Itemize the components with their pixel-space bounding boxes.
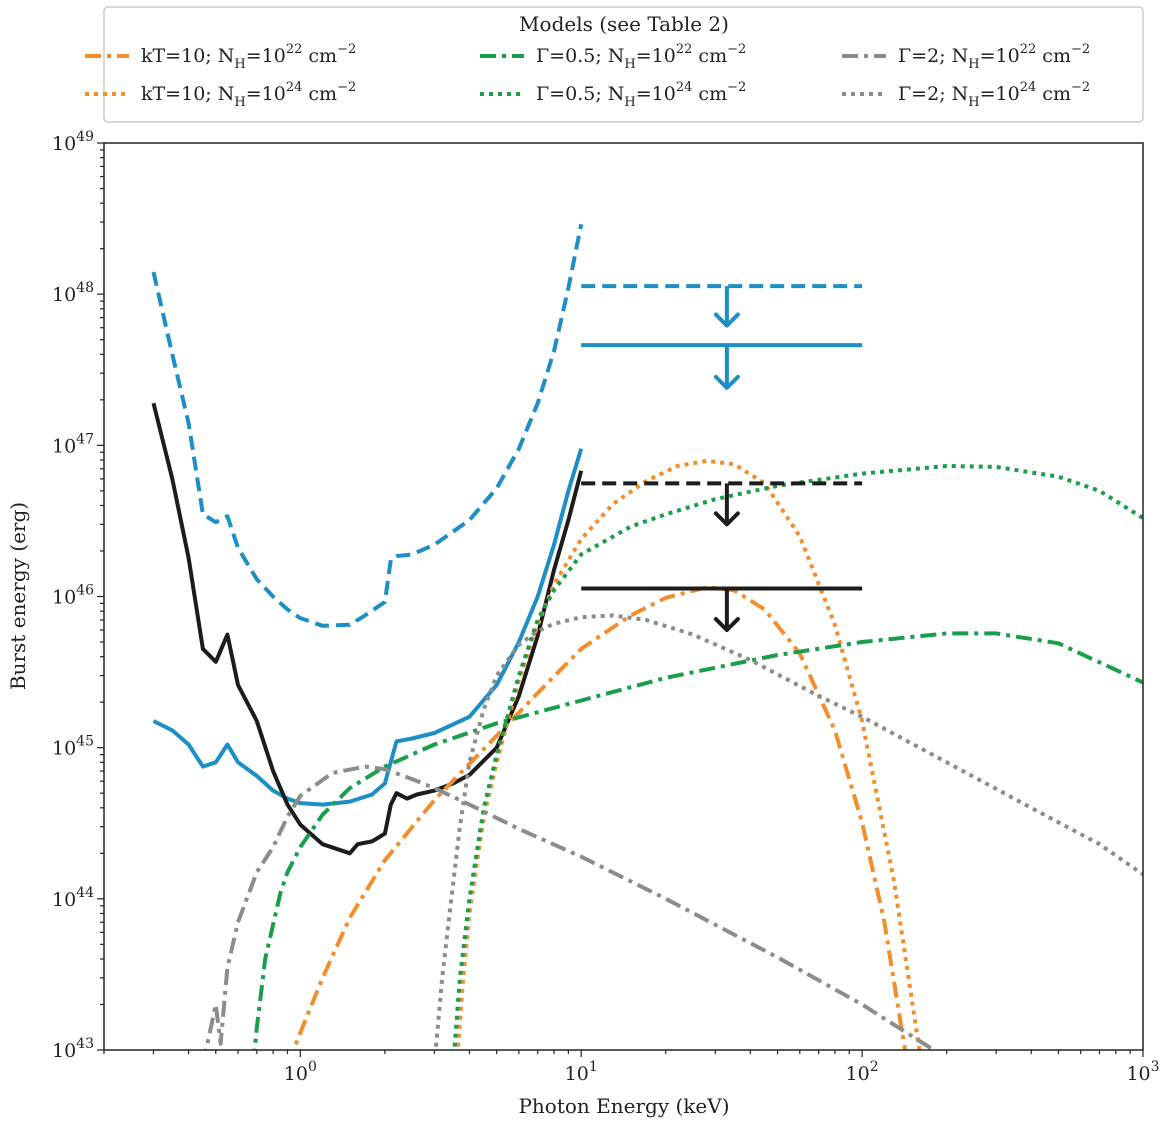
plot-frame [103, 142, 1144, 1051]
upper-limit-arrowhead-3 [713, 511, 740, 527]
y-tick-label: 1044 [52, 885, 94, 911]
upper-limit-arrowhead-4 [713, 617, 740, 633]
y-tick-label: 1045 [52, 734, 94, 760]
series-line-5 [455, 458, 922, 1050]
legend-box [103, 6, 1144, 123]
x-tick-label: 103 [1126, 1059, 1159, 1085]
series-line-4 [291, 585, 908, 1050]
upper-limit-arrowhead-2 [713, 374, 740, 390]
y-axis-label: Burst energy (erg) [6, 502, 30, 690]
series-line-8 [203, 764, 935, 1050]
legend-label-3: Γ=0.5; NH=1022 cm−2 [536, 42, 746, 72]
y-tick-label: 1049 [52, 129, 94, 155]
x-axis-label: Photon Energy (keV) [518, 1094, 729, 1118]
y-tick-label: 1048 [52, 280, 94, 306]
ticks-layer: 100 101 102 103 1043 1044 1045 1046 1047 1048 1049 [52, 129, 1160, 1085]
upper-limits-layer [581, 284, 863, 633]
series-line-2 [152, 448, 584, 807]
legend: Models (see Table 2) kT=10; NH=1022 cm−2… [85, 6, 1144, 123]
series-line-9 [433, 613, 1143, 1050]
upper-limit-arrowhead-1 [713, 312, 740, 328]
x-tick-label: 100 [284, 1059, 317, 1085]
legend-label-4: Γ=0.5; NH=1024 cm−2 [536, 80, 746, 110]
x-tick-label: 101 [565, 1059, 598, 1085]
x-tick-label: 102 [846, 1059, 879, 1085]
legend-label-5: Γ=2; NH=1022 cm−2 [898, 42, 1090, 72]
legend-label-6: Γ=2; NH=1024 cm−2 [898, 80, 1090, 110]
series-layer [151, 223, 1143, 1050]
y-tick-label: 1047 [52, 431, 94, 457]
series-line-1 [151, 223, 584, 628]
y-tick-label: 1043 [52, 1036, 94, 1062]
series-line-6 [252, 631, 1143, 1050]
y-tick-label: 1046 [52, 583, 94, 609]
legend-label-1: kT=10; NH=1022 cm−2 [141, 42, 356, 72]
legend-label-2: kT=10; NH=1024 cm−2 [141, 80, 356, 110]
series-line-3 [151, 402, 584, 856]
legend-title: Models (see Table 2) [519, 12, 729, 36]
